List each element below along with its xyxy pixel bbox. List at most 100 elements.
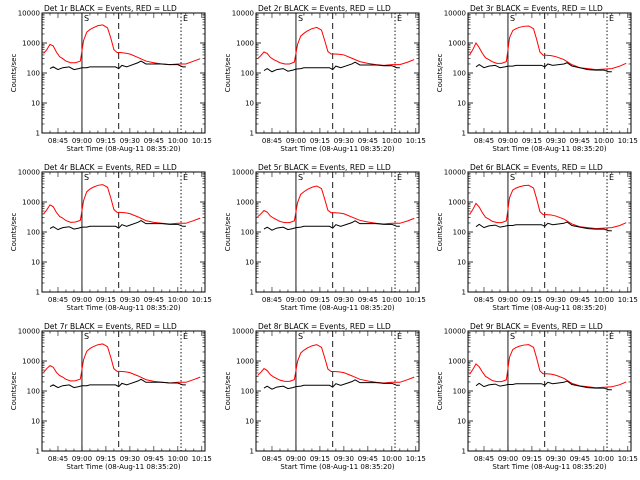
x-tick-label: 10:00 [382,455,402,463]
x-tick-label: 09:45 [144,455,164,463]
x-tick-label: 10:15 [406,137,426,145]
y-tick-label: 100 [453,388,466,396]
x-tick-label: 10:00 [168,296,188,304]
x-tick-label: 10:15 [618,296,638,304]
x-tick-label: 09:00 [72,296,92,304]
x-tick-label: 09:00 [286,137,306,145]
x-tick-label: 09:00 [286,455,306,463]
y-tick-label: 10000 [444,10,466,18]
y-tick-label: 10000 [18,328,40,336]
y-tick-label: 100 [27,229,40,237]
y-tick-label: 10000 [444,169,466,177]
x-tick-label: 10:00 [382,296,402,304]
y-axis-label: Counts/sec [10,54,18,93]
y-axis-label: Counts/sec [436,372,444,411]
x-tick-label: 09:45 [358,296,378,304]
y-tick-label: 100 [453,229,466,237]
plot-frame [467,330,632,452]
y-tick-label: 100 [27,70,40,78]
series-line [43,184,201,225]
x-axis-label: Start Time (08-Aug-11 08:35:20) [280,463,394,471]
x-tick-label: 09:00 [72,137,92,145]
x-tick-label: 10:00 [594,455,614,463]
time-marker-label: S [298,332,303,341]
chart-title: Det 8r BLACK = Events, RED = LLD [258,322,391,331]
y-tick-label: 10000 [232,328,254,336]
y-tick-label: 100 [241,229,254,237]
y-tick-label: 1000 [448,199,466,207]
chart-title: Det 6r BLACK = Events, RED = LLD [470,163,603,172]
y-tick-label: 10 [457,100,466,108]
y-tick-label: 1000 [448,358,466,366]
y-axis-label: Counts/sec [436,54,444,93]
x-tick-label: 09:15 [522,455,542,463]
series-line [49,60,186,71]
x-tick-label: 09:30 [334,296,354,304]
x-tick-label: 10:15 [618,137,638,145]
x-tick-label: 10:00 [382,137,402,145]
series-line [43,343,201,384]
x-tick-label: 10:00 [168,137,188,145]
x-axis-label: Start Time (08-Aug-11 08:35:20) [492,145,606,153]
series-line [475,62,612,73]
time-marker-label: E [183,14,188,23]
x-tick-label: 09:00 [498,296,518,304]
chart-title: Det 5r BLACK = Events, RED = LLD [258,163,391,172]
x-tick-label: 08:45 [48,296,68,304]
chart-title: Det 4r BLACK = Events, RED = LLD [44,163,177,172]
chart-title: Det 1r BLACK = Events, RED = LLD [44,4,177,13]
time-marker-label: E [397,14,402,23]
x-tick-label: 09:15 [96,296,116,304]
x-axis-label: Start Time (08-Aug-11 08:35:20) [66,145,180,153]
series-line [263,220,400,231]
x-axis-label: Start Time (08-Aug-11 08:35:20) [280,145,394,153]
y-tick-label: 10 [457,259,466,267]
series-line [475,221,612,232]
x-tick-label: 08:45 [474,296,494,304]
x-tick-label: 08:45 [474,137,494,145]
time-marker-label: S [510,332,515,341]
x-tick-label: 10:15 [406,296,426,304]
time-marker-label: S [84,14,89,23]
plot-frame [41,171,206,293]
time-marker-label: E [609,332,614,341]
y-tick-label: 100 [241,70,254,78]
y-tick-label: 1 [250,130,254,138]
y-tick-label: 10000 [18,169,40,177]
x-tick-label: 09:15 [310,137,330,145]
x-axis-label: Start Time (08-Aug-11 08:35:20) [492,304,606,312]
chart-panel: Det 1r BLACK = Events, RED = LLD 1 10 100 10… [10,4,212,153]
x-tick-label: 10:00 [168,455,188,463]
y-tick-label: 1000 [22,40,40,48]
series-line [469,25,627,71]
y-tick-label: 1 [36,448,40,456]
chart-title: Det 9r BLACK = Events, RED = LLD [470,322,603,331]
series-line [469,184,627,230]
series-line [263,379,400,390]
x-tick-label: 10:00 [594,137,614,145]
chart-panel: Det 2r BLACK = Events, RED = LLD 1 10 100 10… [224,4,426,153]
chart-panel: Det 5r BLACK = Events, RED = LLD 1 10 100 10… [224,163,426,312]
x-tick-label: 09:30 [334,137,354,145]
y-tick-label: 10000 [444,328,466,336]
x-tick-label: 08:45 [48,455,68,463]
x-tick-label: 09:00 [498,137,518,145]
x-tick-label: 09:30 [334,455,354,463]
y-axis-label: Counts/sec [224,54,232,93]
x-tick-label: 09:30 [546,296,566,304]
time-marker-label: S [84,332,89,341]
y-tick-label: 1000 [22,199,40,207]
y-axis-label: Counts/sec [10,213,18,252]
x-tick-label: 09:45 [570,137,590,145]
x-tick-label: 10:15 [192,455,212,463]
time-marker-label: E [609,173,614,182]
x-tick-label: 09:45 [144,296,164,304]
x-tick-label: 09:00 [498,455,518,463]
y-tick-label: 10000 [232,10,254,18]
time-marker-label: E [397,173,402,182]
y-tick-label: 1 [36,289,40,297]
plot-frame [41,330,206,452]
x-tick-label: 10:15 [192,296,212,304]
y-tick-label: 1000 [448,40,466,48]
